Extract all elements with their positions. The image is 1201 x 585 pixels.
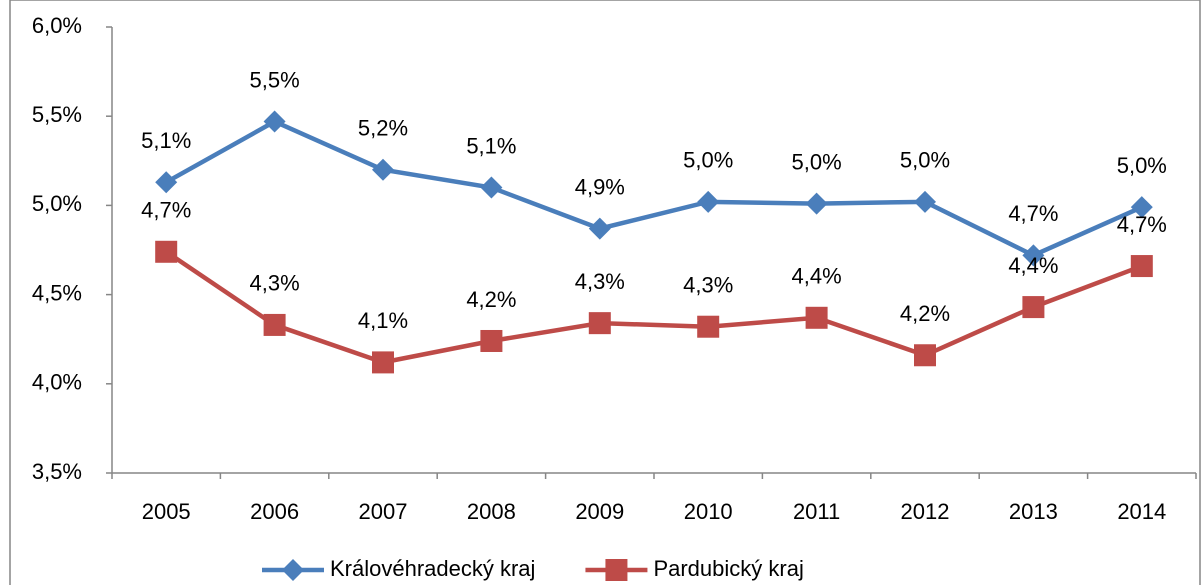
data-point	[805, 192, 828, 215]
x-tick-label: 2005	[142, 499, 191, 524]
data-point	[372, 351, 394, 374]
data-label: 5,5%	[250, 67, 300, 92]
data-point	[480, 176, 503, 199]
data-point	[1022, 296, 1045, 319]
y-tick-label: 6,0%	[32, 13, 82, 38]
data-point	[155, 171, 178, 194]
x-tick-label: 2011	[793, 499, 840, 524]
data-point	[588, 217, 611, 240]
data-point	[155, 240, 178, 263]
data-point	[263, 313, 286, 336]
data-label: 4,7%	[1117, 212, 1167, 237]
data-point	[480, 329, 503, 352]
data-point	[697, 190, 720, 213]
y-tick-label: 5,0%	[32, 191, 82, 216]
data-point	[1022, 244, 1045, 267]
data-label: 5,1%	[466, 133, 516, 158]
data-label: 5,0%	[900, 148, 950, 173]
data-label: 5,1%	[141, 128, 191, 153]
data-label: 4,7%	[141, 198, 191, 223]
y-tick-label: 4,0%	[32, 370, 82, 395]
x-tick-label: 2013	[1009, 499, 1058, 524]
y-tick-label: 4,5%	[32, 280, 82, 305]
x-tick-label: 2012	[901, 499, 950, 524]
legend-marker	[282, 559, 304, 581]
data-point	[372, 158, 394, 181]
x-tick-label: 2008	[467, 499, 516, 524]
data-label: 4,4%	[792, 264, 842, 289]
series-line	[165, 119, 1143, 258]
data-label: 4,2%	[900, 301, 950, 326]
data-label: 5,0%	[1117, 153, 1167, 178]
data-point	[805, 306, 828, 329]
data-point	[263, 110, 286, 133]
data-label: 5,2%	[358, 116, 408, 141]
data-label: 4,7%	[1008, 201, 1058, 226]
x-tick-label: 2014	[1117, 499, 1166, 524]
chart-frame	[9, 0, 1201, 585]
data-label: 4,3%	[250, 271, 300, 296]
data-label: 4,2%	[466, 287, 516, 312]
legend-label: Královéhradecký kraj	[330, 556, 535, 581]
data-label: 5,0%	[792, 149, 842, 174]
data-point	[1130, 196, 1153, 219]
y-tick-label: 3,5%	[32, 459, 82, 484]
data-label: 4,3%	[575, 269, 625, 294]
y-tick-label: 5,5%	[32, 102, 82, 127]
data-point	[914, 344, 936, 367]
data-point	[588, 312, 611, 335]
data-label: 4,3%	[683, 273, 733, 298]
data-point	[697, 315, 720, 338]
x-tick-label: 2009	[575, 499, 624, 524]
legend-marker	[605, 559, 628, 581]
data-label: 4,1%	[358, 308, 408, 333]
data-label: 5,0%	[683, 148, 733, 173]
data-point	[914, 190, 936, 213]
x-tick-label: 2006	[250, 499, 299, 524]
series-line	[164, 249, 1143, 365]
x-tick-label: 2010	[684, 499, 733, 524]
data-label: 4,9%	[575, 174, 625, 199]
data-point	[1130, 255, 1153, 278]
x-tick-label: 2007	[359, 499, 408, 524]
data-label: 4,4%	[1008, 253, 1058, 278]
legend-label: Pardubický kraj	[653, 556, 803, 581]
